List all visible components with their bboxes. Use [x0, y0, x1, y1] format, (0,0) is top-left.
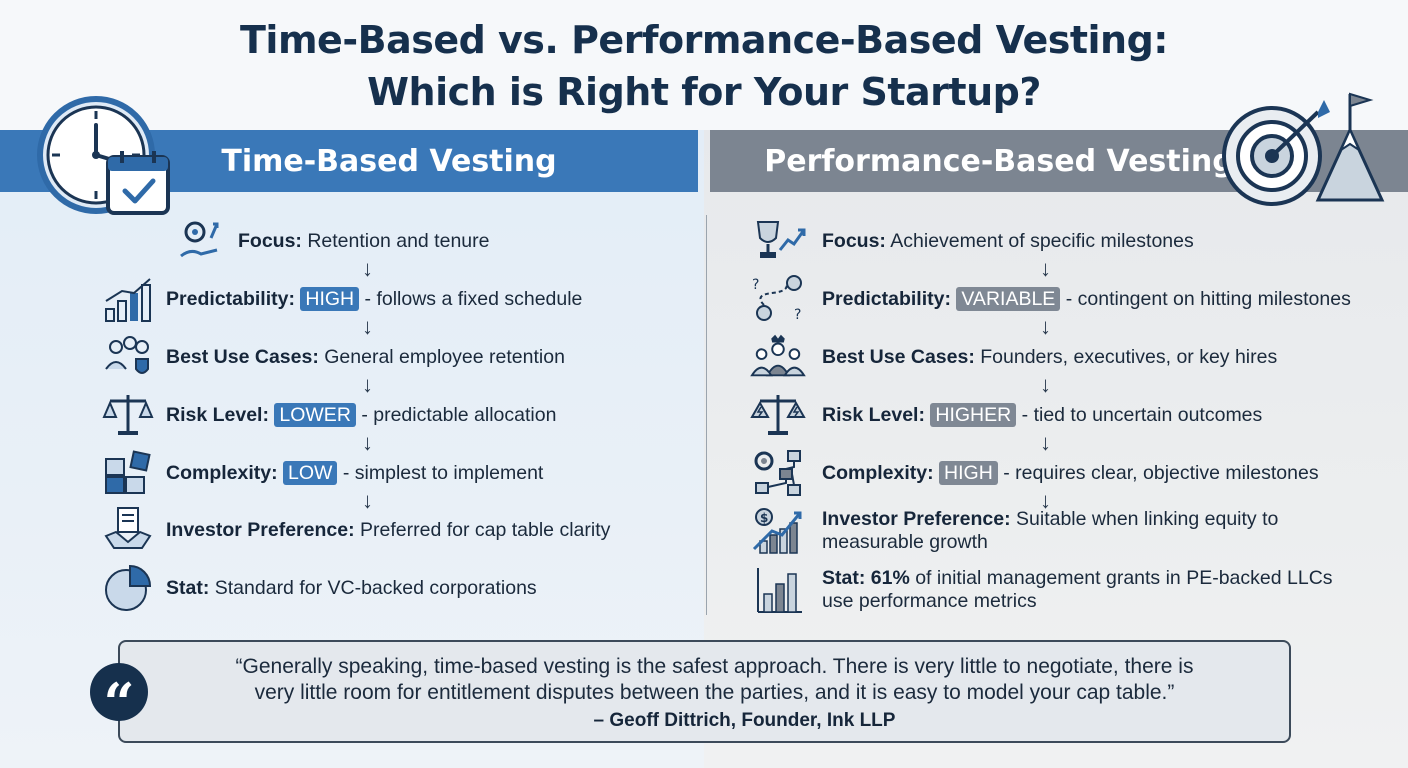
left-row-complexity: Complexity: LOW - simplest to implement	[100, 447, 543, 499]
quote-box: “Generally speaking, time-based vesting …	[118, 640, 1291, 743]
page-title: Time-Based vs. Performance-Based Vesting…	[0, 14, 1408, 118]
r-focus-label: Focus:	[822, 229, 886, 252]
r-use-cases-label: Best Use Cases:	[822, 345, 975, 368]
r-investor-text-2: measurable growth	[822, 531, 988, 553]
team-shield-icon	[100, 331, 156, 383]
complexity-badge: LOW	[283, 461, 338, 485]
quote-icon: “	[90, 663, 148, 735]
question-path-icon: ??	[750, 273, 806, 325]
svg-text:?: ?	[752, 277, 759, 293]
use-cases-label: Best Use Cases:	[166, 345, 319, 368]
r-stat-text-2: use performance metrics	[822, 590, 1037, 612]
r-complexity-text: - requires clear, objective milestones	[997, 462, 1319, 484]
r-stat-percent: 61%	[865, 567, 910, 589]
r-stat-text: of initial management grants in PE-backe…	[909, 567, 1333, 589]
left-row-stat: Stat: Standard for VC-backed corporation…	[100, 562, 537, 614]
complexity-text: - simplest to implement	[337, 462, 544, 484]
title-line-1: Time-Based vs. Performance-Based Vesting…	[240, 18, 1168, 62]
right-row-investor: $ Investor Preference: Suitable when lin…	[750, 505, 1278, 557]
predictability-badge: HIGH	[300, 287, 360, 311]
r-complexity-label: Complexity:	[822, 462, 934, 484]
focus-label: Focus:	[238, 229, 302, 252]
gear-hand-icon	[172, 215, 228, 267]
right-row-stat: Stat: 61% of initial management grants i…	[750, 564, 1333, 616]
risk-label: Risk Level:	[166, 404, 269, 426]
quote-text: “Generally speaking, time-based vesting …	[120, 654, 1289, 706]
left-row-use-cases: Best Use Cases: General employee retenti…	[100, 331, 565, 383]
left-row-risk: Risk Level: LOWER - predictable allocati…	[100, 389, 556, 441]
quote-attribution: – Geoff Dittrich, Founder, Ink LLP	[593, 710, 896, 731]
r-predictability-label: Predictability:	[822, 288, 951, 310]
r-investor-text: Suitable when linking equity to	[1010, 508, 1279, 530]
down-arrow-icon: ↓	[1040, 314, 1051, 339]
down-arrow-icon: ↓	[362, 314, 373, 339]
right-row-risk: Risk Level: HIGHER - tied to uncertain o…	[750, 389, 1262, 441]
investor-text: Preferred for cap table clarity	[354, 518, 611, 541]
right-row-focus: Focus: Achievement of specific milestone…	[750, 215, 1194, 267]
r-risk-badge: HIGHER	[930, 403, 1017, 427]
r-investor-label: Investor Preference:	[822, 508, 1011, 530]
title-line-2: Which is Right for Your Startup?	[367, 70, 1041, 114]
predictability-label: Predictability:	[166, 288, 295, 310]
r-stat-label: Stat:	[822, 567, 866, 589]
risk-text: - predictable allocation	[355, 404, 557, 426]
dollar-growth-chart-icon: $	[750, 505, 806, 557]
column-divider	[706, 215, 707, 615]
down-arrow-icon: ↓	[362, 256, 373, 281]
stat-label: Stat:	[166, 576, 210, 599]
down-arrow-icon: ↓	[1040, 488, 1051, 513]
right-row-complexity: Complexity: HIGH - requires clear, objec…	[750, 447, 1319, 499]
r-predictability-badge: VARIABLE	[956, 287, 1061, 311]
executives-icon	[750, 331, 806, 383]
down-arrow-icon: ↓	[1040, 430, 1051, 455]
down-arrow-icon: ↓	[362, 488, 373, 513]
stat-text: Standard for VC-backed corporations	[209, 576, 537, 599]
r-focus-text: Achievement of specific milestones	[885, 229, 1194, 252]
scales-lightning-icon	[750, 389, 806, 441]
gear-flowchart-icon	[750, 447, 806, 499]
right-row-use-cases: Best Use Cases: Founders, executives, or…	[750, 331, 1277, 383]
down-arrow-icon: ↓	[1040, 372, 1051, 397]
right-row-predictability: ?? Predictability: VARIABLE - contingent…	[750, 273, 1351, 325]
bar-chart-growth-icon	[100, 273, 156, 325]
target-mountain-flag-icon	[1220, 90, 1388, 220]
left-row-focus: Focus: Retention and tenure	[172, 215, 489, 267]
quote-line-2: very little room for entitlement dispute…	[254, 681, 1175, 704]
handshake-document-icon	[100, 504, 156, 556]
r-predictability-text: - contingent on hitting milestones	[1060, 288, 1351, 310]
pie-chart-icon	[100, 562, 156, 614]
r-risk-text: - tied to uncertain outcomes	[1016, 404, 1263, 426]
svg-text:$: $	[760, 511, 768, 525]
predictability-text: - follows a fixed schedule	[359, 288, 583, 310]
complexity-label: Complexity:	[166, 462, 278, 484]
down-arrow-icon: ↓	[362, 430, 373, 455]
left-row-investor: Investor Preference: Preferred for cap t…	[100, 504, 610, 556]
r-use-cases-text: Founders, executives, or key hires	[974, 345, 1278, 368]
use-cases-text: General employee retention	[318, 345, 565, 368]
bar-chart-icon	[750, 564, 806, 616]
svg-text:?: ?	[794, 307, 801, 323]
focus-text: Retention and tenure	[301, 229, 490, 252]
down-arrow-icon: ↓	[362, 372, 373, 397]
quote-line-1: “Generally speaking, time-based vesting …	[235, 655, 1194, 678]
r-risk-label: Risk Level:	[822, 404, 925, 426]
scales-icon	[100, 389, 156, 441]
investor-label: Investor Preference:	[166, 518, 355, 541]
r-complexity-badge: HIGH	[939, 461, 998, 485]
down-arrow-icon: ↓	[1040, 256, 1051, 281]
left-row-predictability: Predictability: HIGH - follows a fixed s…	[100, 273, 582, 325]
puzzle-icon	[100, 447, 156, 499]
clock-calendar-icon	[36, 95, 176, 225]
risk-badge: LOWER	[274, 403, 356, 427]
trophy-arrow-icon	[750, 215, 806, 267]
